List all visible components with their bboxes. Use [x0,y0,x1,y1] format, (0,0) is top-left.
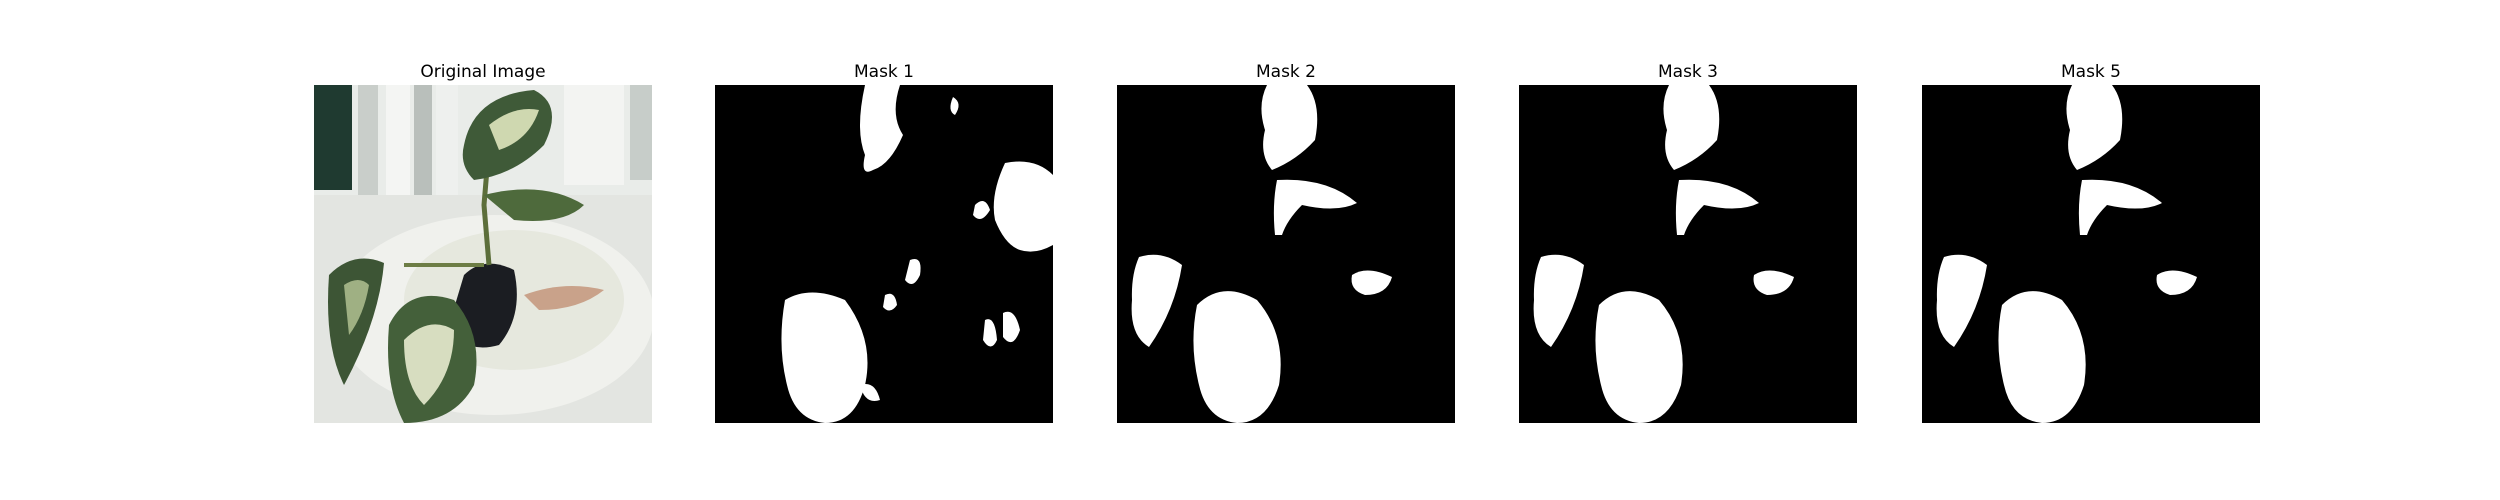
mask-region [1936,254,1987,347]
mask-region [2156,270,2197,295]
top-leaf-variegation [489,109,539,150]
panel-mask-1: Mask 1 [715,59,1053,423]
mask-region [860,85,903,172]
mask-region [973,201,990,219]
mask-region [1533,254,1584,347]
panel-mask-2: Mask 2 [1117,59,1455,423]
mask-region [1261,85,1318,170]
mask-region [1998,291,2086,423]
mask-1-image [715,85,1053,423]
panel-title: Original Image [420,62,546,82]
mask-region [1663,85,1720,170]
blind-slat [564,85,624,185]
right-leaf [484,189,584,221]
mask-region [1675,179,1759,235]
mask-region [2078,179,2162,235]
panel-mask-3: Mask 3 [1519,59,1857,423]
mask-region [983,319,997,347]
bottom-leaf-variegation [404,324,454,405]
blind-slat [358,85,378,195]
mask-region [1351,270,1392,295]
mask-2-image [1117,85,1455,423]
mask-region [1131,254,1182,347]
panel-mask-5: Mask 5 [1922,59,2260,423]
mask-region [1003,311,1020,343]
mask-3-image [1519,85,1857,423]
blind-slat [630,85,652,180]
mask-region [1753,270,1794,295]
left-leaf-variegation [344,280,369,335]
mask-region [905,259,921,284]
mask-region [1595,291,1683,423]
mask-region [860,384,880,401]
blind-slat [386,85,410,195]
dried-leaf [524,286,604,310]
blind-slat [414,85,432,195]
mask-5-image [1922,85,2260,423]
panel-title: Mask 1 [853,62,914,82]
mask-region [950,97,959,115]
panel-original-image: Original Image [314,59,652,423]
mask-region [1273,179,1357,235]
mask-region [883,293,897,311]
mask-region [993,161,1053,252]
original-plant-photo [314,85,652,423]
window-dark-strip [314,85,352,190]
mask-region [781,292,868,423]
panel-title: Mask 2 [1255,62,1316,82]
panel-title: Mask 3 [1657,62,1718,82]
panel-title: Mask 5 [2060,62,2121,82]
mask-region [1193,291,1281,423]
blind-slat [436,85,458,195]
mask-region [2066,85,2123,170]
